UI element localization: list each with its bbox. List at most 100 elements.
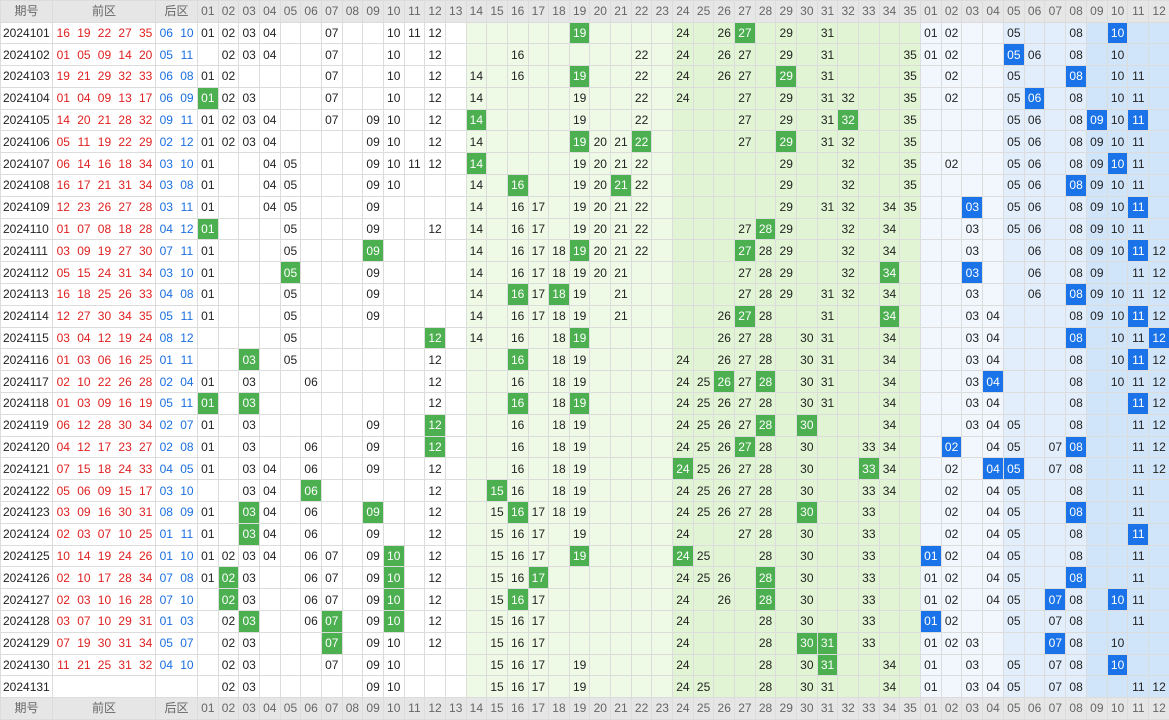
back-trend-cell: 04	[982, 304, 1004, 328]
front-trend-cell	[486, 21, 508, 45]
header-front-col: 32	[837, 0, 859, 23]
front-number: 28	[138, 592, 153, 607]
front-trend-cell	[692, 522, 715, 546]
front-trend-cell	[444, 348, 467, 372]
issue: 2024119	[0, 413, 53, 437]
back-trend-cell: 08	[1065, 501, 1087, 524]
front-trend-cell: 35	[899, 130, 921, 154]
front-trend-cell	[279, 501, 302, 524]
front-number: 03	[77, 592, 91, 607]
front-number: 16	[56, 25, 70, 40]
header-front-col: 01	[197, 0, 219, 23]
front-trend-cell: 31	[816, 108, 839, 132]
front-trend-cell	[465, 522, 488, 546]
back-trend-cell: 03	[961, 348, 984, 372]
back-trend-cell: 05	[1002, 653, 1025, 677]
issue-row: 2024118 01 03 09 16 19 05 11 01 03 12 16 18 19 24 25 26 2…	[0, 392, 1169, 415]
front-trend-cell: 24	[672, 43, 694, 67]
back-trend-cell: 11	[1127, 174, 1150, 197]
back-number: 11	[180, 352, 194, 367]
front-trend-cell: 20	[589, 217, 612, 241]
front-trend-cell: 21	[610, 174, 632, 197]
front-trend-cell: 32	[837, 108, 859, 132]
front-number: 32	[138, 113, 153, 128]
front-number: 12	[77, 440, 91, 455]
front-trend-cell	[362, 43, 384, 67]
front-trend-cell	[672, 239, 694, 263]
back-trend-cell	[961, 479, 984, 503]
back-trend-cell: 06	[1023, 261, 1046, 285]
front-trend-cell: 28	[754, 566, 777, 590]
issue: 2024130	[0, 653, 53, 677]
back-trend-cell: 09	[1085, 217, 1108, 241]
front-trend-cell	[403, 392, 426, 415]
back-trend-cell	[1044, 544, 1067, 568]
back-trend-cell	[919, 304, 942, 328]
back-trend-cell	[1106, 610, 1129, 633]
back-trend-cell: 08	[1065, 653, 1087, 677]
front-trend-cell	[279, 544, 302, 568]
front-number: 14	[56, 113, 70, 128]
front-trend-cell	[403, 283, 426, 306]
front-trend-cell: 17	[527, 544, 550, 568]
front-trend-cell	[692, 152, 715, 176]
front-trend-cell: 27	[734, 392, 756, 415]
front-trend-cell	[816, 457, 839, 481]
front-trend-cell	[320, 261, 343, 285]
front-trend-cell	[878, 21, 901, 45]
front-trend-cell: 31	[816, 86, 839, 110]
front-trend-cell	[858, 195, 880, 219]
front-number: 03	[56, 505, 70, 520]
issue-row: 2024104 01 04 09 13 17 06 09 01 02 03 07 10 12 14 19 22 2…	[0, 86, 1169, 110]
front-trend-cell: 31	[816, 370, 839, 394]
front-trend-cell	[341, 195, 364, 219]
front-trend-cell: 33	[858, 522, 880, 546]
front-trend-cell: 16	[506, 239, 529, 263]
header-front-col: 21	[610, 0, 632, 23]
back-trend-cell: 11	[1127, 217, 1150, 241]
front-trend-cell	[258, 588, 281, 612]
front-trend-cell: 28	[754, 413, 777, 437]
back-trend-cell: 05	[1002, 544, 1025, 568]
header-front-col: 10	[382, 0, 405, 23]
front-trend-cell	[651, 348, 674, 372]
front-number: 06	[56, 418, 70, 433]
front-trend-cell	[630, 653, 653, 677]
front-trend-cell	[279, 610, 302, 633]
front-trend-cell	[527, 152, 550, 176]
front-trend-cell	[589, 304, 612, 328]
front-numbers: 12 27 30 34 35	[52, 304, 156, 328]
front-trend-cell: 14	[465, 86, 488, 110]
back-trend-cell	[1127, 631, 1150, 655]
front-trend-cell	[444, 195, 467, 219]
front-trend-cell	[610, 588, 632, 612]
front-trend-cell	[548, 217, 570, 241]
back-trend-cell: 09	[1085, 283, 1108, 306]
front-trend-cell	[486, 304, 508, 328]
header-front-col: 28	[754, 0, 777, 23]
front-trend-cell: 16	[506, 610, 529, 633]
front-trend-cell	[444, 435, 467, 459]
front-trend-cell	[816, 544, 839, 568]
front-number: 35	[138, 25, 153, 40]
front-trend-cell	[320, 370, 343, 394]
front-trend-cell: 19	[568, 522, 591, 546]
front-number: 29	[118, 614, 132, 629]
back-trend-cell	[1023, 653, 1046, 677]
front-trend-cell	[651, 43, 674, 67]
front-number: 31	[118, 178, 132, 193]
front-trend-cell: 18	[548, 392, 570, 415]
front-trend-cell	[341, 392, 364, 415]
back-trend-cell	[982, 631, 1004, 655]
front-trend-cell	[403, 413, 426, 437]
front-trend-cell	[320, 501, 343, 524]
front-trend-cell: 03	[238, 479, 260, 503]
back-trend-cell	[1085, 544, 1108, 568]
front-trend-cell	[403, 675, 426, 699]
front-number: 09	[77, 505, 91, 520]
back-trend-cell: 10	[1106, 130, 1129, 154]
front-trend-cell: 10	[382, 108, 405, 132]
back-number: 07	[159, 243, 173, 258]
front-trend-cell	[651, 653, 674, 677]
front-trend-cell: 24	[672, 392, 694, 415]
